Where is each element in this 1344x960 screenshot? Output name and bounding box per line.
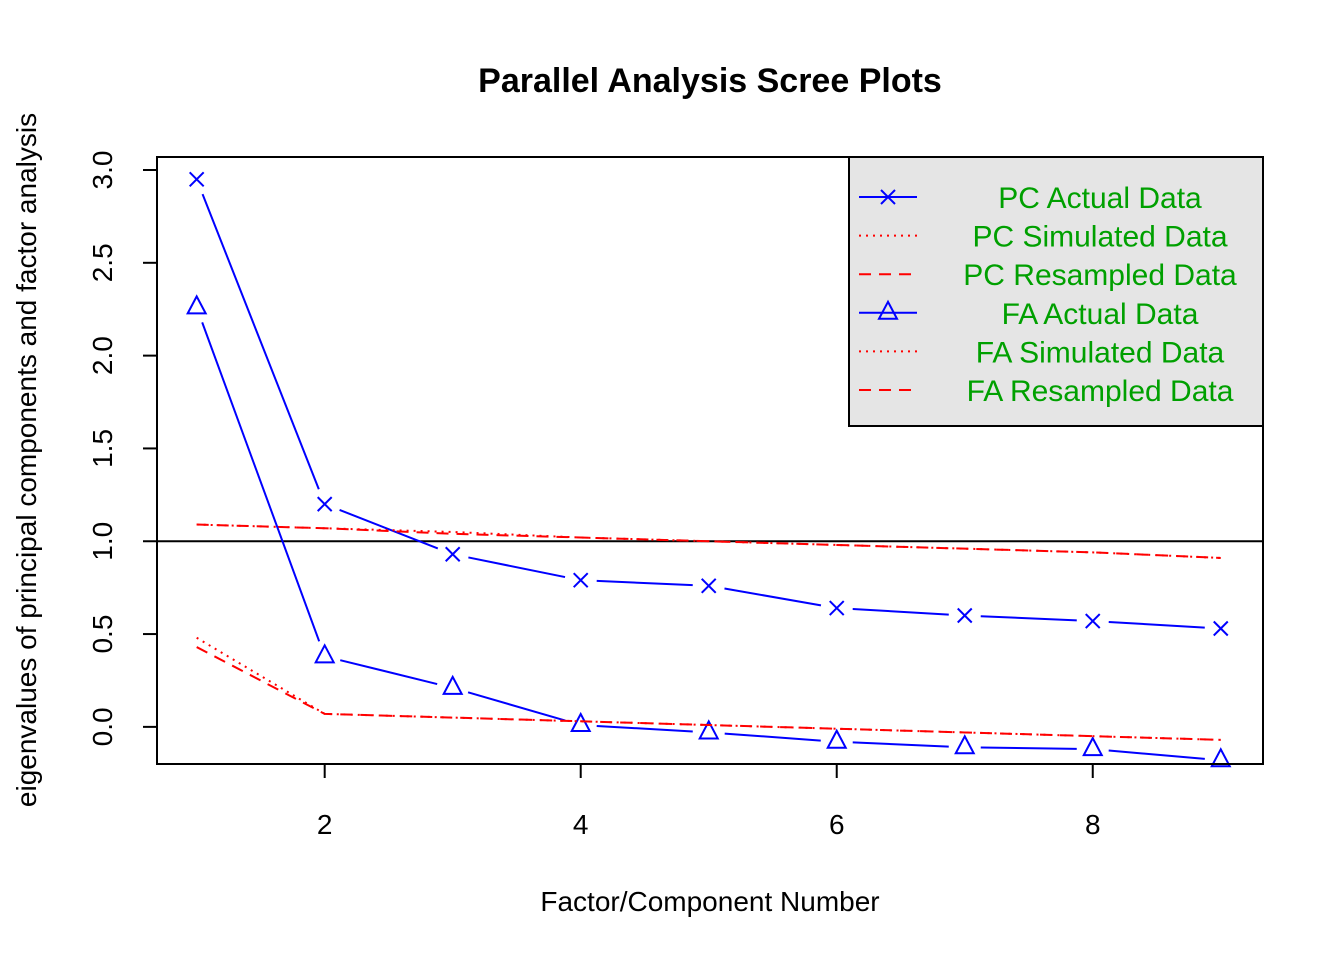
series-segment	[201, 322, 321, 642]
series-segment	[980, 746, 1077, 750]
data-point-x-marker	[1213, 620, 1229, 637]
series-segment	[339, 659, 438, 686]
series-5	[196, 646, 1221, 741]
y-tick-label: 0.0	[87, 707, 118, 746]
legend-label: PC Resampled Data	[963, 259, 1237, 292]
y-tick-label: 1.5	[87, 429, 118, 468]
x-stroke	[1085, 613, 1101, 629]
series-segment	[1108, 620, 1205, 629]
data-point-triangle-marker	[570, 711, 592, 733]
legend-label: PC Simulated Data	[972, 221, 1227, 254]
data-point-x-marker	[573, 572, 589, 588]
legend-item: PC Simulated Data	[859, 221, 1228, 254]
x-stroke	[1213, 620, 1229, 637]
legend-item: FA Resampled Data	[859, 375, 1234, 408]
y-axis-label: eigenvalues of principal components and …	[11, 113, 42, 807]
x-tick-label: 2	[317, 809, 333, 840]
x-axis-label: Factor/Component Number	[540, 886, 879, 917]
x-stroke	[316, 496, 333, 512]
legend: PC Actual Data PC Simulated Data PC Resamp…	[848, 156, 1264, 427]
chart-title: Parallel Analysis Scree Plots	[478, 62, 942, 100]
series-segment	[596, 579, 693, 587]
data-point-x-marker	[188, 171, 205, 187]
data-point-triangle-marker	[1210, 747, 1232, 768]
series-line	[196, 523, 1221, 559]
data-point-x-marker	[957, 607, 973, 624]
legend-item: PC Resampled Data	[859, 259, 1237, 292]
series-segment	[724, 587, 822, 607]
data-point-x-marker	[701, 578, 717, 594]
series-segment	[467, 691, 566, 722]
y-tick-label: 3.0	[87, 151, 118, 190]
series-segment	[468, 556, 566, 579]
y-tick-label: 2.5	[87, 243, 118, 282]
series-0	[188, 171, 1229, 637]
x-tick-label: 4	[573, 809, 589, 840]
legend-item: PC Actual Data	[859, 182, 1202, 215]
series-2	[196, 523, 1221, 559]
data-point-triangle-marker	[1082, 736, 1104, 757]
legend-triangle-marker	[877, 299, 899, 320]
legend-item: FA Simulated Data	[859, 336, 1225, 369]
data-point-triangle-marker	[698, 719, 720, 740]
y-tick-label: 0.5	[87, 615, 118, 654]
x-stroke	[444, 546, 461, 562]
series-line	[196, 523, 1221, 559]
x-stroke	[573, 572, 589, 588]
series-segment	[980, 615, 1077, 622]
series-segment	[724, 732, 821, 742]
series-segment	[339, 509, 439, 550]
x-stroke	[701, 578, 717, 594]
legend-label: FA Simulated Data	[976, 336, 1225, 369]
legend-label: FA Actual Data	[1002, 298, 1199, 331]
y-tick-label: 2.0	[87, 336, 118, 375]
data-point-x-marker	[829, 600, 845, 616]
data-point-triangle-marker	[954, 734, 976, 755]
x-stroke	[880, 189, 896, 205]
data-point-triangle-marker	[826, 728, 848, 749]
data-point-triangle-marker	[442, 674, 464, 695]
data-point-x-marker	[316, 496, 333, 512]
data-point-x-marker	[1085, 613, 1101, 629]
series-3	[186, 294, 1232, 768]
series-segment	[201, 193, 320, 490]
x-tick-label: 6	[829, 809, 845, 840]
series-1	[196, 523, 1221, 559]
series-segment	[852, 608, 949, 616]
series-segment	[596, 724, 693, 733]
data-point-triangle-marker	[186, 294, 208, 315]
legend-x-marker	[880, 189, 896, 205]
series-line	[196, 646, 1221, 741]
x-stroke	[829, 600, 845, 616]
legend-item: FA Actual Data	[859, 298, 1199, 331]
x-stroke	[188, 171, 205, 187]
series-segment	[852, 741, 949, 748]
x-tick-label: 8	[1085, 809, 1101, 840]
y-tick-label: 1.0	[87, 522, 118, 561]
legend-label: PC Actual Data	[998, 182, 1202, 215]
x-stroke	[957, 607, 973, 624]
data-point-triangle-marker	[314, 643, 336, 664]
legend-box	[848, 156, 1264, 427]
legend-label: FA Resampled Data	[967, 375, 1234, 408]
plot-frame	[156, 156, 1264, 765]
series-segment	[1108, 749, 1205, 760]
data-point-x-marker	[444, 546, 461, 562]
